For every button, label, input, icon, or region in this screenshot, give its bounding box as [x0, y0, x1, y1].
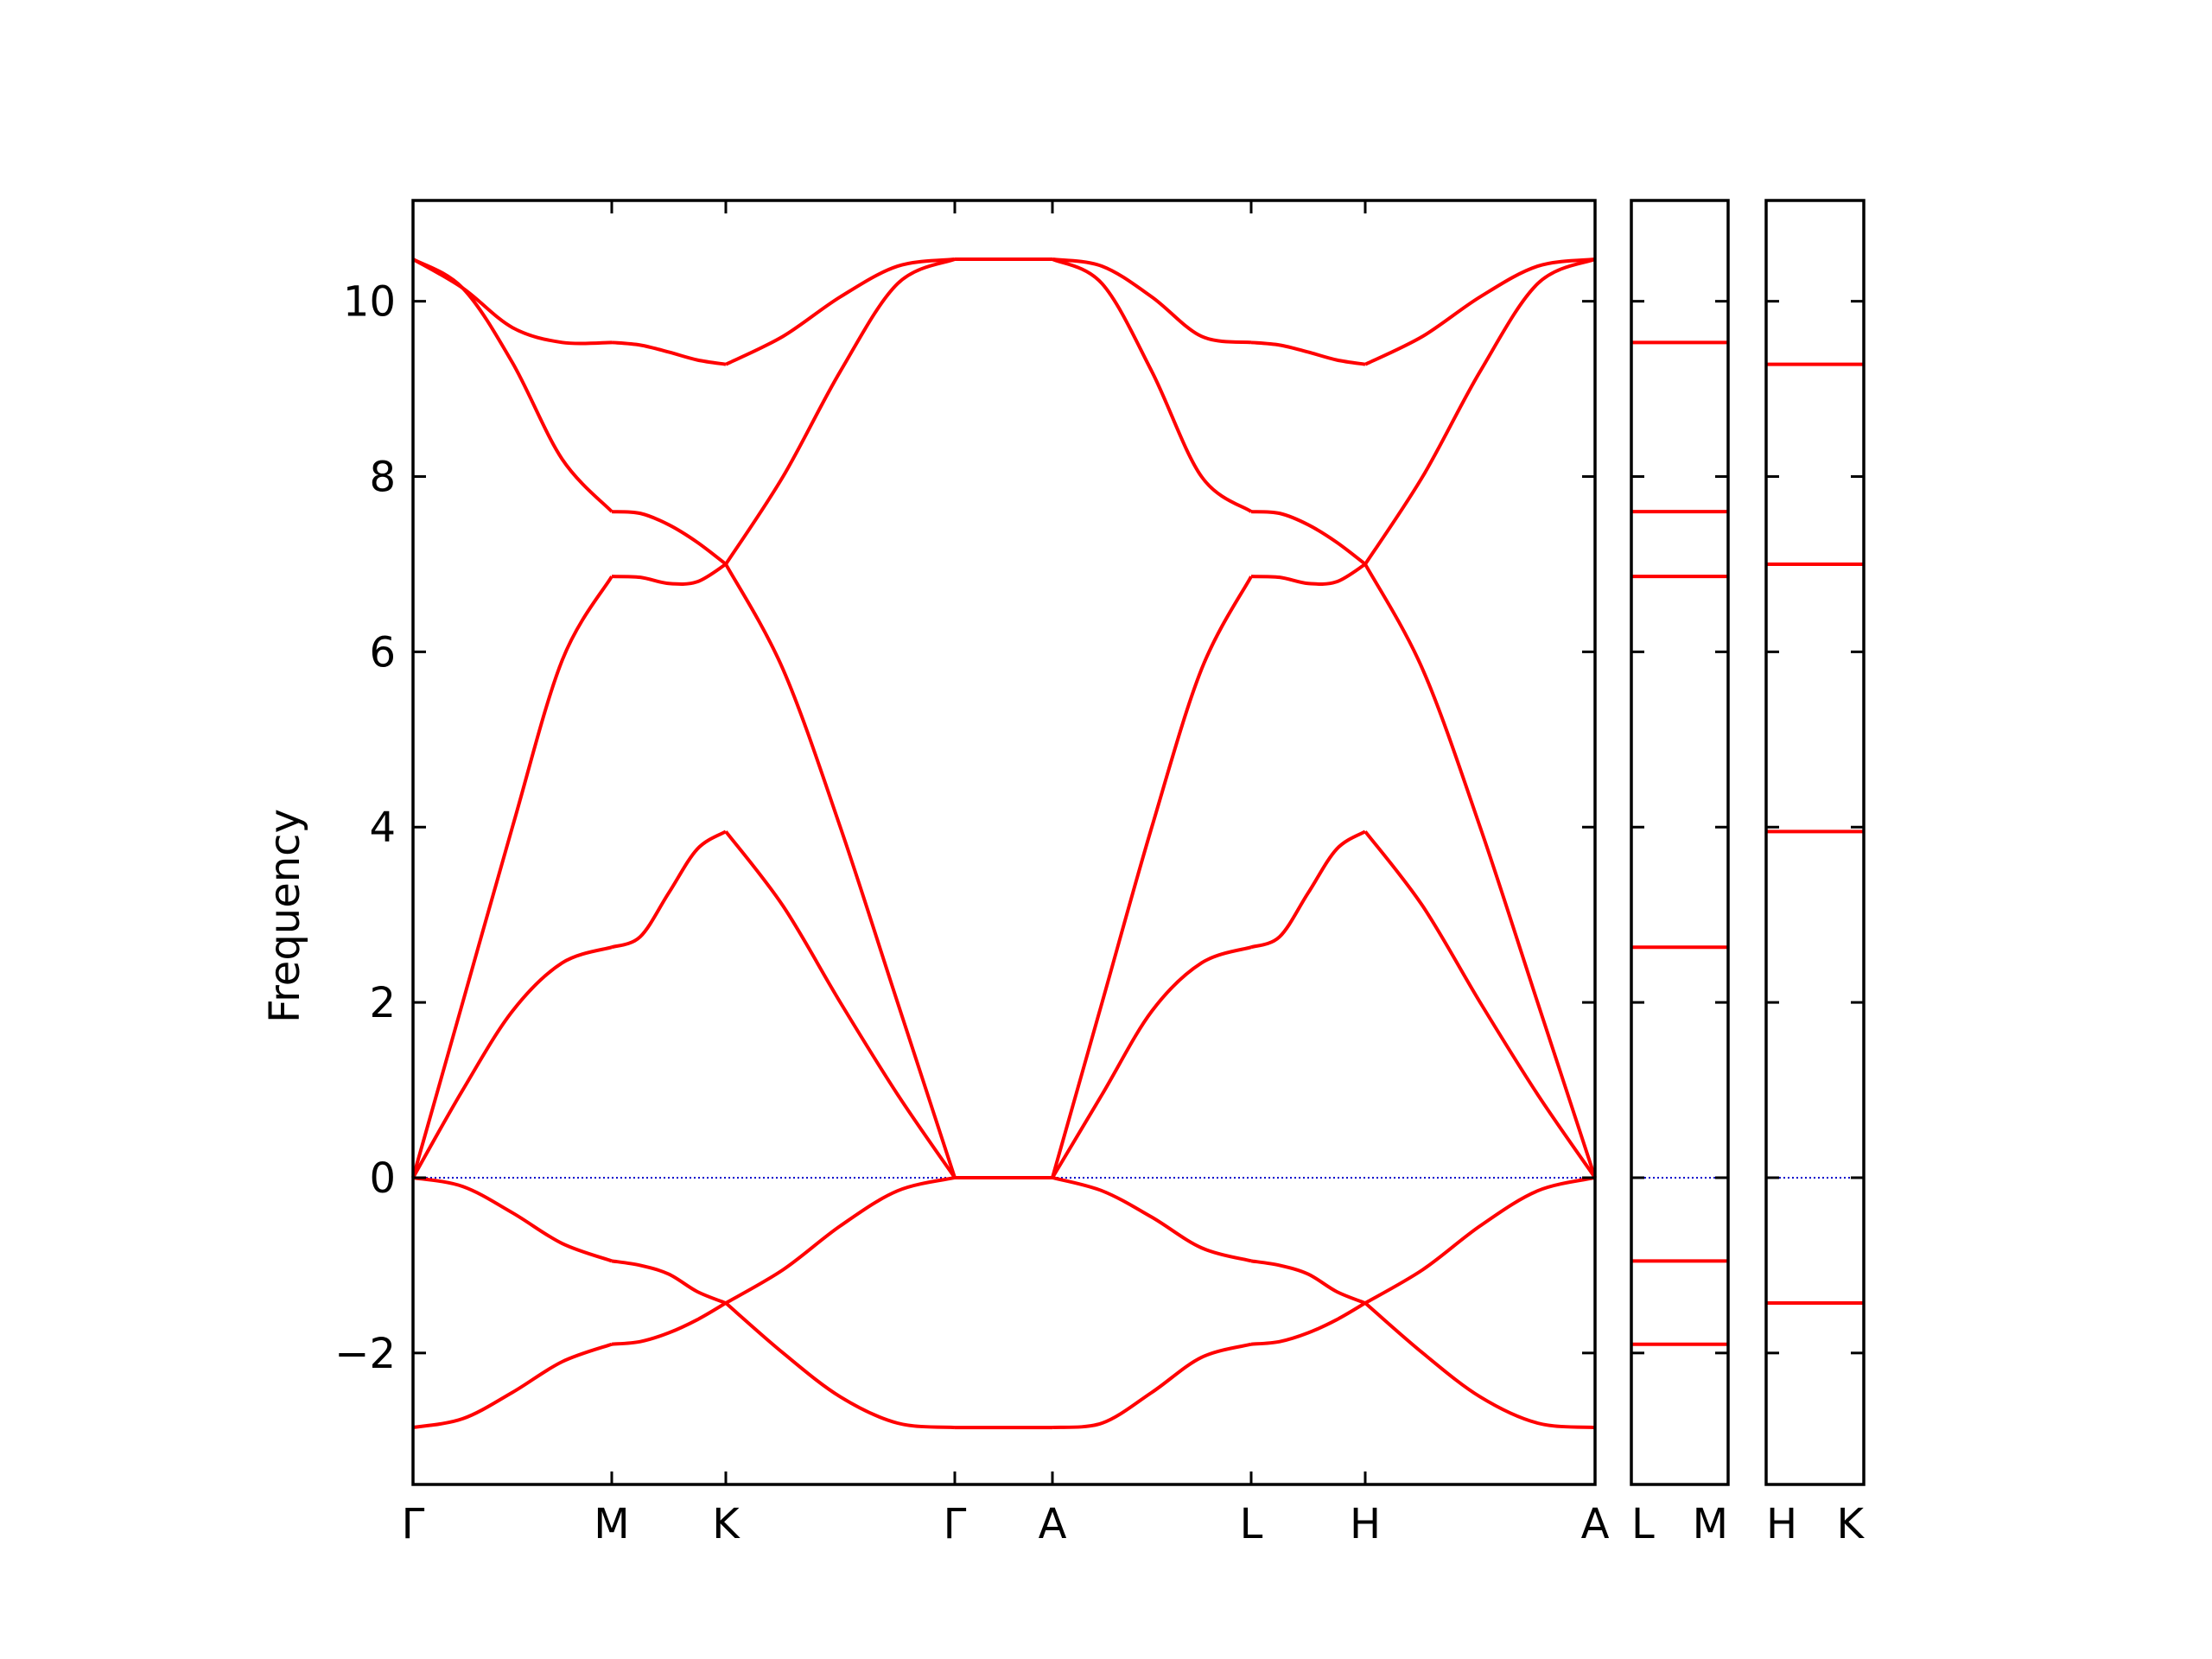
band-line — [724, 1301, 956, 1430]
y-tick-labels: −2 0 2 4 6 8 10 — [334, 278, 396, 1378]
x-tick-label: L — [1631, 1500, 1655, 1548]
band-line — [1250, 830, 1367, 950]
band-line — [611, 563, 728, 586]
x-tick-label: Γ — [402, 1500, 425, 1548]
x-tick-label: A — [1039, 1500, 1067, 1548]
band-line — [1052, 1176, 1252, 1263]
band-line — [1052, 257, 1253, 513]
band-line — [1250, 510, 1367, 566]
x-tick-label: A — [1581, 1500, 1610, 1548]
band-line — [1363, 1301, 1596, 1430]
x-tick-label: K — [712, 1500, 741, 1548]
x-tick-label: Γ — [944, 1500, 967, 1548]
band-line — [611, 830, 728, 950]
axes-frame — [411, 199, 1597, 1486]
band-line — [1363, 1176, 1596, 1305]
x-tick-label: H — [1766, 1500, 1797, 1548]
y-tick-label: 0 — [369, 1154, 396, 1203]
band-line — [611, 1259, 727, 1305]
band-line — [412, 1176, 613, 1263]
y-tick-label: 10 — [343, 278, 396, 327]
band-line — [725, 257, 956, 366]
band-line — [411, 945, 613, 1179]
band-line — [611, 1301, 728, 1346]
band-line — [411, 575, 613, 1179]
band-line — [1363, 830, 1597, 1179]
band-line — [1051, 945, 1252, 1179]
y-tick-label: 8 — [369, 454, 396, 502]
y-tick-label: 4 — [369, 804, 396, 852]
tick-marks — [411, 200, 1866, 1484]
x-tick-label: L — [1240, 1500, 1263, 1548]
x-tick-label: M — [1693, 1500, 1728, 1548]
band-line — [1363, 563, 1597, 1179]
band-line — [1250, 563, 1367, 586]
y-axis-label: Frequency — [261, 809, 309, 1023]
band-line — [724, 830, 957, 1179]
band-line — [724, 1176, 956, 1305]
band-line — [412, 1342, 613, 1430]
band-line — [1250, 340, 1366, 366]
band-line — [611, 510, 728, 566]
band-line — [1250, 1259, 1366, 1305]
band-line — [411, 257, 613, 513]
axis-frames — [411, 199, 1866, 1486]
axes-frame — [1764, 199, 1866, 1486]
y-tick-label: 2 — [369, 979, 396, 1027]
axes-frame — [1630, 199, 1730, 1486]
band-line — [411, 257, 613, 346]
band-line — [1363, 257, 1596, 566]
band-line — [1364, 257, 1596, 366]
x-tick-label: K — [1837, 1500, 1866, 1548]
y-tick-label: −2 — [334, 1330, 396, 1378]
band-line — [1052, 1342, 1252, 1430]
band-lines — [411, 257, 1864, 1430]
x-tick-label: H — [1350, 1500, 1381, 1548]
band-line — [724, 563, 957, 1179]
x-tick-label: M — [594, 1500, 629, 1548]
band-line — [1051, 575, 1253, 1179]
band-line — [1250, 1301, 1367, 1346]
y-tick-label: 6 — [369, 628, 396, 677]
band-line — [724, 257, 956, 566]
band-line — [1052, 257, 1252, 345]
band-line — [611, 340, 727, 366]
